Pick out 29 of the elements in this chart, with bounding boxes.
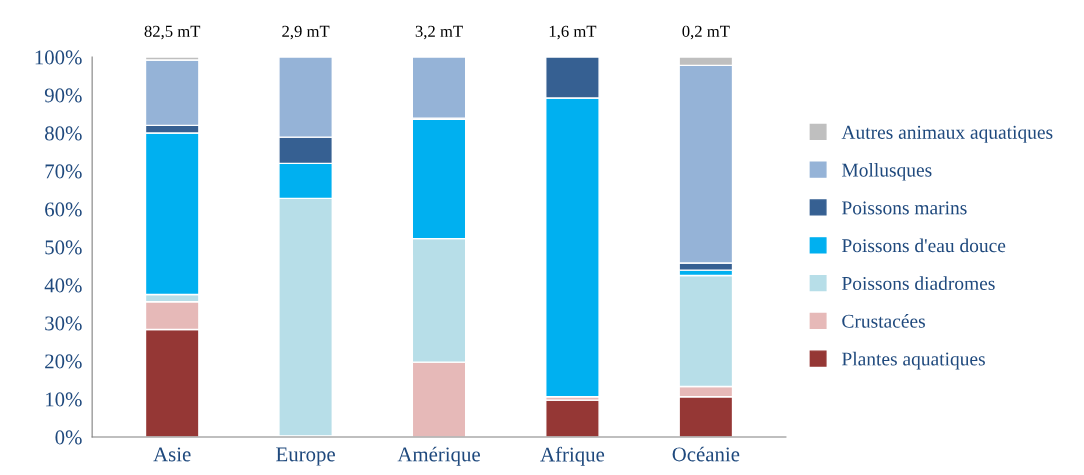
y-tick-label: 90% — [44, 88, 82, 103]
legend-label: Plantes aquatiques — [842, 351, 985, 370]
y-tick-label: 40% — [44, 278, 82, 293]
y-tick-label: 70% — [45, 164, 82, 179]
legend-label: Poissons d'eau douce — [842, 238, 1006, 253]
y-tick-label: 30% — [45, 316, 82, 331]
x-tick-label: Europe — [276, 447, 335, 466]
x-tick-label: Asie — [153, 447, 191, 462]
legend-label: Poissons marins — [842, 201, 967, 215]
legend-label: Crustacées — [842, 314, 925, 328]
legend-label: Poissons diadromes — [842, 276, 995, 290]
y-tick-label: 0% — [55, 430, 82, 445]
x-tick-label: Afrique — [540, 446, 605, 466]
y-tick-label: 20% — [45, 354, 82, 369]
annotation: 1,6 mT — [549, 25, 597, 40]
annotation: 2,9 mT — [282, 25, 330, 40]
legend-label: Autres animaux aquatiques — [841, 125, 1053, 143]
x-tick-label: Océanie — [672, 446, 740, 462]
y-tick-label: 80% — [45, 126, 82, 141]
annotation: 3,2 mT — [415, 25, 463, 40]
y-tick-label: 100% — [35, 50, 82, 65]
y-tick-label: 50% — [45, 240, 82, 255]
y-tick-label: 10% — [46, 392, 82, 407]
annotation: 82,5 mT — [144, 25, 201, 40]
annotation: 0,2 mT — [682, 25, 730, 40]
y-tick-label: 60% — [45, 202, 82, 217]
legend-label: Mollusques — [842, 162, 932, 181]
x-tick-label: Amérique — [397, 446, 480, 466]
bar — [545, 399, 600, 437]
